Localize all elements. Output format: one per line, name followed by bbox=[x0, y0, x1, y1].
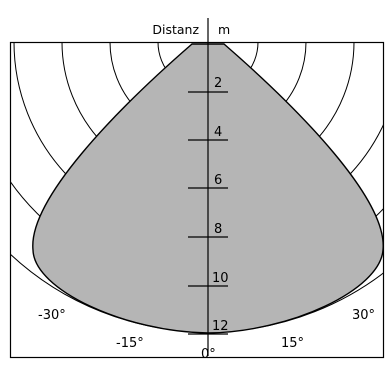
angle-label-pos30: 30° bbox=[352, 308, 375, 323]
header-label: Distanz bbox=[152, 22, 199, 37]
header-unit: m bbox=[218, 22, 230, 37]
angle-label-neg15: -15° bbox=[116, 336, 144, 351]
distance-label-10: 10 bbox=[212, 271, 229, 286]
plot-frame bbox=[9, 41, 385, 359]
angle-label-pos15: 15° bbox=[281, 336, 304, 351]
angle-label-neg30: -30° bbox=[38, 308, 66, 323]
distance-label-8: 8 bbox=[214, 222, 222, 237]
distance-label-12: 12 bbox=[212, 319, 229, 334]
angle-label-zero: 0° bbox=[201, 347, 216, 362]
distance-label-2: 2 bbox=[214, 76, 222, 91]
distance-ticks bbox=[188, 91, 228, 335]
distance-label-4: 4 bbox=[214, 125, 222, 140]
distance-label-6: 6 bbox=[214, 173, 222, 188]
